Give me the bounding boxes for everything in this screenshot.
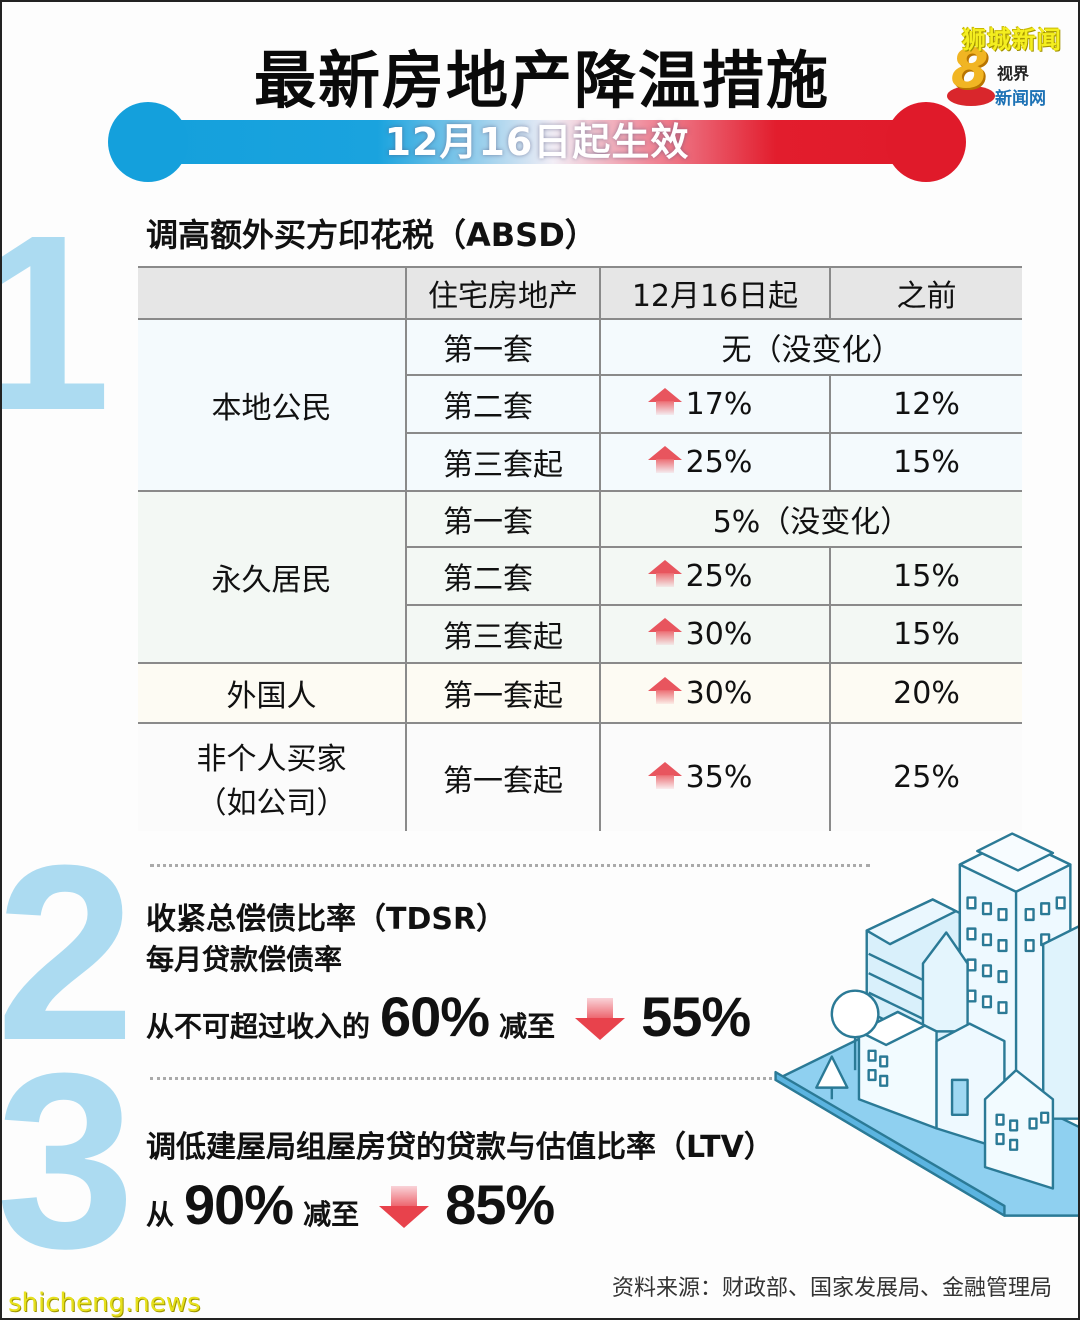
merged-rate-cell: 无（没变化）	[599, 318, 1022, 376]
dotted-divider	[150, 1077, 790, 1080]
header-property: 住宅房地产	[405, 266, 601, 320]
banner-cap-left	[108, 102, 188, 182]
tier-cell: 第一套	[405, 490, 601, 548]
new-rate-value: 25%	[685, 558, 753, 594]
new-rate-cell: 17%	[599, 374, 831, 434]
new-rate-value: 35%	[685, 760, 753, 795]
merged-rate-cell: 5%（没变化）	[599, 490, 1022, 548]
old-rate-cell: 15%	[829, 432, 1022, 492]
table-row: 第三套起 25% 15%	[138, 432, 1022, 492]
table-row: 本地公民 第一套 无（没变化）	[138, 318, 1022, 492]
logo-eight-icon: 8	[951, 37, 989, 100]
tier-cell: 第一套起	[405, 722, 601, 831]
old-rate-cell: 20%	[829, 662, 1022, 724]
table-row: 第二套 17% 12%	[138, 374, 1022, 434]
category-pr: 永久居民	[138, 490, 407, 664]
banner-track	[138, 120, 936, 164]
watermark: shicheng.news	[8, 1288, 201, 1318]
dotted-divider	[150, 864, 870, 867]
up-arrow-icon	[647, 446, 682, 473]
table-row: 第三套起 30% 15%	[138, 604, 1022, 664]
page-title: 最新房地产降温措施	[253, 44, 830, 117]
section3-heading: 调低建屋局组屋房贷的贷款与估值比率（LTV）	[146, 1130, 774, 1165]
up-arrow-icon	[647, 761, 682, 789]
tier-cell: 第二套	[406, 374, 601, 434]
table-header-row: 住宅房地产 12月16日起 之前	[138, 266, 1022, 320]
section2-prefix: 从不可超过收入的	[146, 1010, 371, 1043]
up-arrow-icon	[647, 560, 682, 587]
new-rate-cell: 25%	[599, 432, 831, 492]
table-row: 外国人 第一套起 30% 20%	[138, 662, 1022, 724]
new-rate-cell: 30%	[599, 604, 831, 664]
new-rate-cell: 30%	[599, 662, 831, 724]
table-row: 非个人买家 （如公司） 第一套起 35% 25%	[138, 722, 1022, 831]
section-number-2: 2	[0, 813, 136, 1092]
section2-to-value: 55%	[641, 985, 751, 1048]
down-arrow-icon	[575, 998, 626, 1042]
up-arrow-icon	[647, 677, 682, 704]
old-rate-cell: 25%	[829, 722, 1022, 831]
section3-change: 从 90% 减至 85%	[146, 1172, 774, 1237]
up-arrow-icon	[647, 618, 682, 645]
section3-to-value: 85%	[445, 1173, 555, 1236]
section3-from-value: 90%	[184, 1173, 294, 1236]
source-note: 资料来源：财政部、国家发展局、金融管理局	[611, 1276, 1052, 1301]
tier-cell: 第一套起	[405, 662, 601, 724]
new-rate-cell: 25%	[599, 546, 831, 606]
section2-change: 从不可超过收入的 60% 减至 55%	[146, 984, 760, 1049]
new-rate-value: 25%	[685, 444, 753, 480]
city-buildings-illustration	[774, 832, 1078, 1217]
new-rate-cell: 35%	[599, 722, 831, 831]
old-rate-cell: 15%	[829, 604, 1022, 664]
publisher-logo: 8 狮城新闻 视界 新闻网	[947, 16, 1077, 109]
header-previous-rate: 之前	[829, 266, 1022, 320]
section2-heading: 收紧总偿债比率（TDSR）	[146, 902, 507, 937]
logo-line2: 新闻网	[995, 89, 1046, 109]
old-rate-cell: 15%	[829, 546, 1022, 606]
category-foreigner: 外国人	[138, 662, 407, 724]
table-row: 永久居民 第一套 5%（没变化）	[138, 490, 1022, 664]
effective-date-banner: 12月16日起生效	[108, 102, 966, 182]
logo-line1: 视界	[997, 64, 1030, 83]
section3-connector: 减至	[303, 1198, 360, 1231]
category-entity-line1: 非个人买家	[196, 741, 347, 777]
category-entity-line2: （如公司）	[196, 785, 347, 821]
header-blank	[138, 266, 407, 320]
new-rate-value: 30%	[685, 675, 753, 711]
section3-ltv: 调低建屋局组屋房贷的贷款与估值比率（LTV） 从 90% 减至 85%	[146, 1122, 774, 1237]
old-rate-cell: 12%	[829, 374, 1022, 434]
logo-disc-icon	[947, 86, 995, 106]
section2-connector: 减至	[499, 1010, 556, 1043]
new-rate-value: 30%	[685, 616, 753, 652]
category-entity: 非个人买家 （如公司）	[138, 722, 407, 831]
effective-date-text: 12月16日起生效	[384, 120, 690, 164]
absd-table: 住宅房地产 12月16日起 之前 本地公民 第一套 无（没变化） 第二套 17%…	[138, 266, 1022, 831]
section2-tdsr: 收紧总偿债比率（TDSR） 每月贷款偿债率 从不可超过收入的 60% 减至 55…	[146, 894, 760, 1049]
section2-from-value: 60%	[380, 985, 490, 1048]
down-arrow-icon	[379, 1186, 430, 1230]
tier-cell: 第一套	[405, 318, 601, 376]
table-row: 第二套 25% 15%	[138, 546, 1022, 606]
header-new-rate: 12月16日起	[599, 266, 831, 320]
section1-heading: 调高额外买方印花税（ABSD）	[146, 216, 597, 254]
up-arrow-icon	[647, 388, 682, 415]
tier-cell: 第三套起	[406, 432, 601, 492]
new-rate-value: 17%	[685, 386, 753, 422]
section2-subheading: 每月贷款偿债率	[146, 943, 343, 976]
banner-cap-right	[886, 102, 966, 182]
tier-cell: 第三套起	[406, 604, 601, 664]
category-citizen: 本地公民	[138, 318, 407, 492]
logo-brand: 狮城新闻	[962, 26, 1062, 54]
tier-cell: 第二套	[406, 546, 601, 606]
section3-prefix: 从	[146, 1198, 175, 1231]
section-number-3: 3	[0, 1021, 136, 1300]
section-number-1: 1	[2, 198, 111, 448]
